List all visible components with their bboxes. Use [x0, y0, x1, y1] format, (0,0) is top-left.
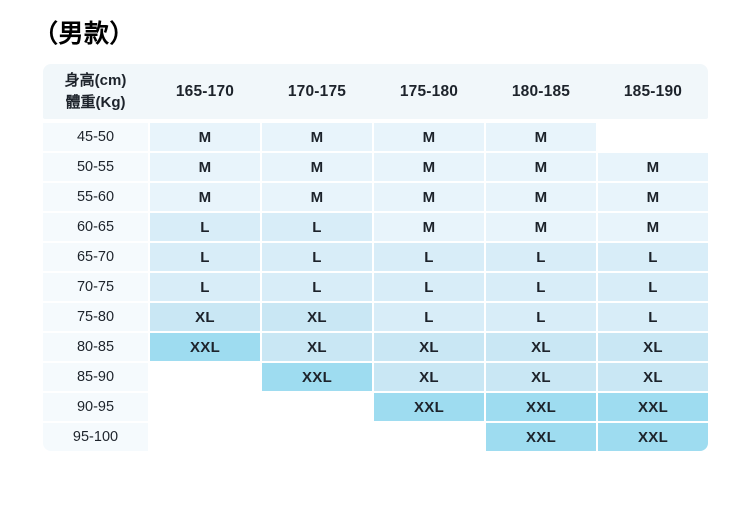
row-label: 65-70 — [43, 243, 148, 271]
size-cell: M — [150, 123, 260, 151]
size-cell: L — [374, 243, 484, 271]
size-cell: M — [486, 213, 596, 241]
size-chart-table: 身高(cm) 體重(Kg) 165-170 170-175 175-180 18… — [43, 64, 708, 451]
size-cell: XXL — [598, 423, 708, 451]
size-cell: XL — [262, 303, 372, 331]
column-header-170-175: 170-175 — [287, 82, 347, 100]
empty-cell — [374, 423, 484, 451]
size-cell: M — [262, 123, 372, 151]
size-cell: M — [486, 123, 596, 151]
size-cell: XL — [374, 333, 484, 361]
row-label: 45-50 — [43, 123, 148, 151]
size-cell: M — [374, 153, 484, 181]
size-cell: XL — [150, 303, 260, 331]
empty-cell — [262, 393, 372, 421]
size-cell: L — [374, 303, 484, 331]
size-cell: M — [150, 183, 260, 211]
size-cell: L — [598, 273, 708, 301]
size-cell: XXL — [262, 363, 372, 391]
empty-cell — [262, 423, 372, 451]
column-header-175-180: 175-180 — [399, 82, 459, 100]
size-cell: XXL — [374, 393, 484, 421]
size-cell: M — [374, 123, 484, 151]
size-cell: XXL — [486, 423, 596, 451]
row-label: 95-100 — [43, 423, 148, 451]
size-cell: L — [150, 213, 260, 241]
size-cell: L — [262, 243, 372, 271]
corner-header: 身高(cm) 體重(Kg) — [43, 70, 148, 114]
size-cell: XL — [598, 333, 708, 361]
empty-cell — [150, 393, 260, 421]
row-label: 50-55 — [43, 153, 148, 181]
size-cell: XL — [598, 363, 708, 391]
size-cell: XXL — [486, 393, 596, 421]
column-header-185-190: 185-190 — [623, 82, 683, 100]
row-label: 90-95 — [43, 393, 148, 421]
size-cell: XL — [486, 363, 596, 391]
page-title: （男款） — [33, 20, 136, 48]
table-body: 45-50 M M M M 50-55 M M M M M 55-60 M M M M M 60-65 L L M M M 6… — [43, 123, 708, 451]
size-cell: L — [150, 243, 260, 271]
corner-header-height-label: 身高(cm) — [64, 71, 127, 89]
table-header-row: 身高(cm) 體重(Kg) 165-170 170-175 175-180 18… — [43, 64, 708, 119]
size-cell: M — [598, 153, 708, 181]
size-cell: M — [374, 183, 484, 211]
size-cell: XL — [262, 333, 372, 361]
size-cell: L — [262, 273, 372, 301]
row-label: 55-60 — [43, 183, 148, 211]
size-cell: M — [598, 183, 708, 211]
row-label: 85-90 — [43, 363, 148, 391]
size-cell: L — [486, 243, 596, 271]
size-cell: L — [598, 243, 708, 271]
size-cell: M — [374, 213, 484, 241]
size-cell: L — [150, 273, 260, 301]
column-header-180-185: 180-185 — [511, 82, 571, 100]
column-header-165-170: 165-170 — [175, 82, 235, 100]
size-cell: M — [598, 213, 708, 241]
size-cell: XL — [486, 333, 596, 361]
size-cell: M — [150, 153, 260, 181]
size-cell: L — [486, 273, 596, 301]
row-label: 60-65 — [43, 213, 148, 241]
size-cell: L — [374, 273, 484, 301]
row-label: 80-85 — [43, 333, 148, 361]
size-cell: XXL — [150, 333, 260, 361]
empty-cell — [598, 123, 708, 151]
size-cell: M — [486, 153, 596, 181]
size-chart-page: （男款） 身高(cm) 體重(Kg) 165-170 170-175 175-1… — [0, 14, 750, 508]
size-cell: XL — [374, 363, 484, 391]
size-cell: M — [262, 183, 372, 211]
corner-header-weight-label: 體重(Kg) — [65, 93, 126, 111]
size-cell: M — [262, 153, 372, 181]
empty-cell — [150, 423, 260, 451]
empty-cell — [150, 363, 260, 391]
size-cell: XXL — [598, 393, 708, 421]
size-cell: L — [262, 213, 372, 241]
size-cell: L — [486, 303, 596, 331]
row-label: 75-80 — [43, 303, 148, 331]
size-cell: M — [486, 183, 596, 211]
row-label: 70-75 — [43, 273, 148, 301]
size-cell: L — [598, 303, 708, 331]
